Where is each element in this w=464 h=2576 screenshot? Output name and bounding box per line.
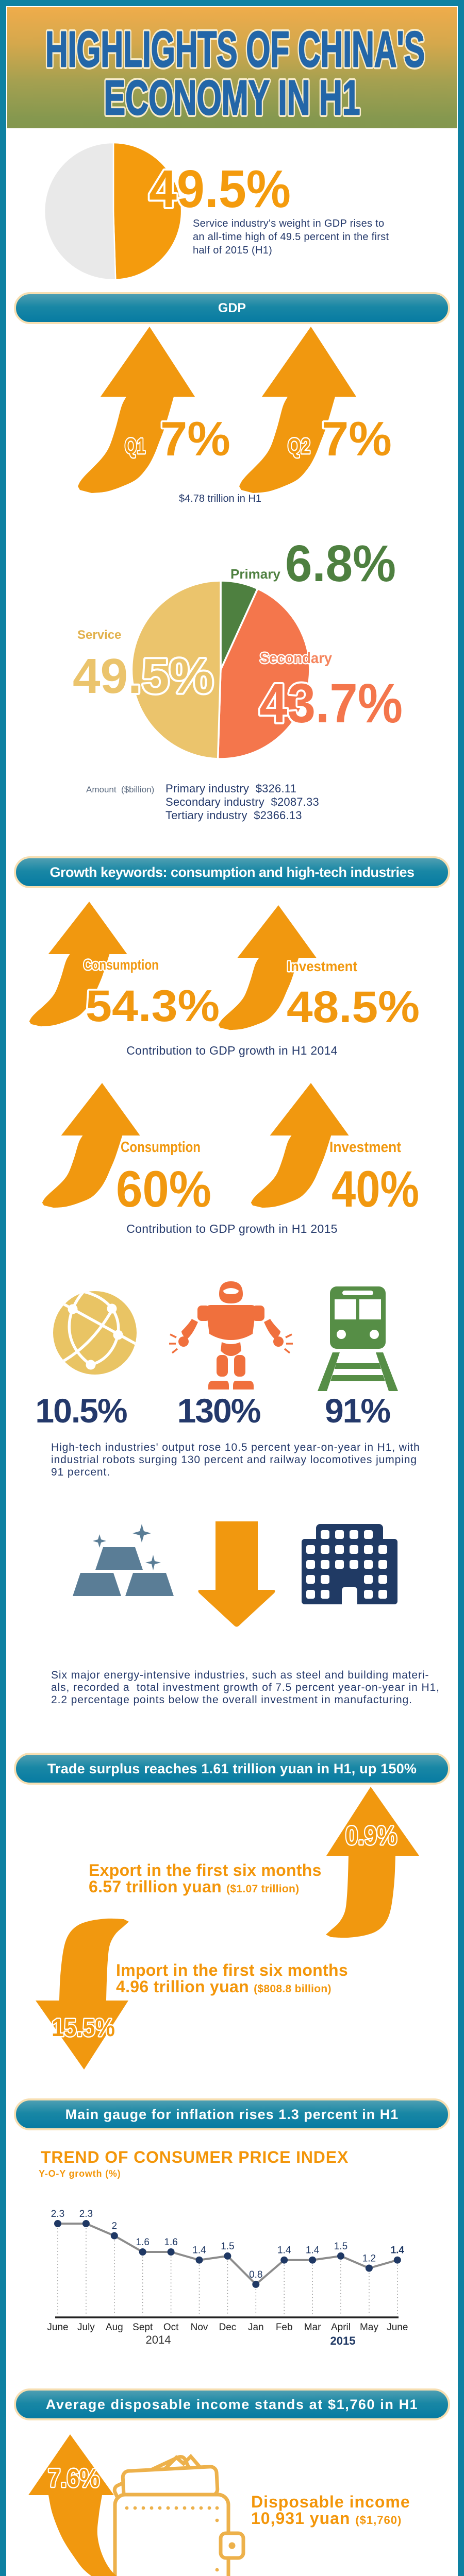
svg-text:Aug: Aug [106,2322,123,2333]
svg-text:Oct: Oct [163,2322,179,2333]
svg-text:0.9%: 0.9% [345,1821,397,1850]
svg-text:June: June [387,2322,408,2333]
svg-text:40%: 40% [332,1160,419,1217]
svg-text:48.5%: 48.5% [287,982,420,1032]
svg-text:49.5%: 49.5% [149,159,291,218]
svg-text:Dec: Dec [219,2322,237,2333]
svg-text:Sept: Sept [132,2322,153,2333]
svg-text:Investment: Investment [329,1139,401,1156]
svg-text:ECONOMY IN H1: ECONOMY IN H1 [104,71,360,125]
svg-text:43.7%: 43.7% [259,672,403,734]
svg-text:April: April [331,2322,351,2333]
svg-text:2.3: 2.3 [79,2209,93,2219]
svg-text:Feb: Feb [276,2322,293,2333]
svg-text:HIGHLIGHTS OF CHINA'S: HIGHLIGHTS OF CHINA'S [45,21,425,77]
svg-text:Mar: Mar [304,2322,321,2333]
svg-text:1.5: 1.5 [334,2241,347,2252]
svg-text:49.5%: 49.5% [73,649,213,704]
svg-text:0.8: 0.8 [249,2269,262,2280]
svg-text:HIGHLIGHTS OF CHINA'S: HIGHLIGHTS OF CHINA'S [45,21,425,77]
svg-text:1.4: 1.4 [277,2245,291,2256]
svg-text:1.2: 1.2 [362,2253,376,2264]
svg-text:60%: 60% [116,1160,211,1217]
svg-text:2015: 2015 [330,2334,356,2347]
svg-text:2014: 2014 [146,2333,171,2346]
svg-text:1.5: 1.5 [221,2241,234,2252]
svg-text:May: May [360,2322,378,2333]
svg-text:7%: 7% [322,412,392,466]
svg-text:1.6: 1.6 [136,2237,149,2248]
svg-text:1.4: 1.4 [306,2245,320,2256]
svg-text:Q1: Q1 [125,434,145,458]
svg-text:2.3: 2.3 [51,2209,64,2219]
svg-text:Service: Service [77,628,121,642]
svg-text:ECONOMY IN H1: ECONOMY IN H1 [104,71,360,125]
svg-text:Investment: Investment [287,958,357,974]
svg-text:Jan: Jan [248,2322,264,2333]
svg-text:54.3%: 54.3% [86,981,220,1031]
svg-text:1.6: 1.6 [164,2237,177,2248]
svg-text:Consumption: Consumption [121,1139,201,1156]
svg-text:Q2: Q2 [288,434,310,458]
svg-text:Secondary: Secondary [260,650,332,667]
svg-text:1.4: 1.4 [391,2245,405,2256]
svg-text:15.5%: 15.5% [52,2014,115,2042]
svg-text:Nov: Nov [191,2322,208,2333]
svg-text:June: June [47,2322,68,2333]
svg-text:Consumption: Consumption [84,957,159,973]
svg-text:6.8%: 6.8% [285,535,396,592]
svg-text:2: 2 [112,2221,118,2232]
svg-text:7.6%: 7.6% [48,2464,100,2493]
svg-text:Primary: Primary [230,566,280,582]
svg-text:7%: 7% [160,412,230,466]
svg-text:1.4: 1.4 [192,2245,206,2256]
svg-text:July: July [77,2322,95,2333]
